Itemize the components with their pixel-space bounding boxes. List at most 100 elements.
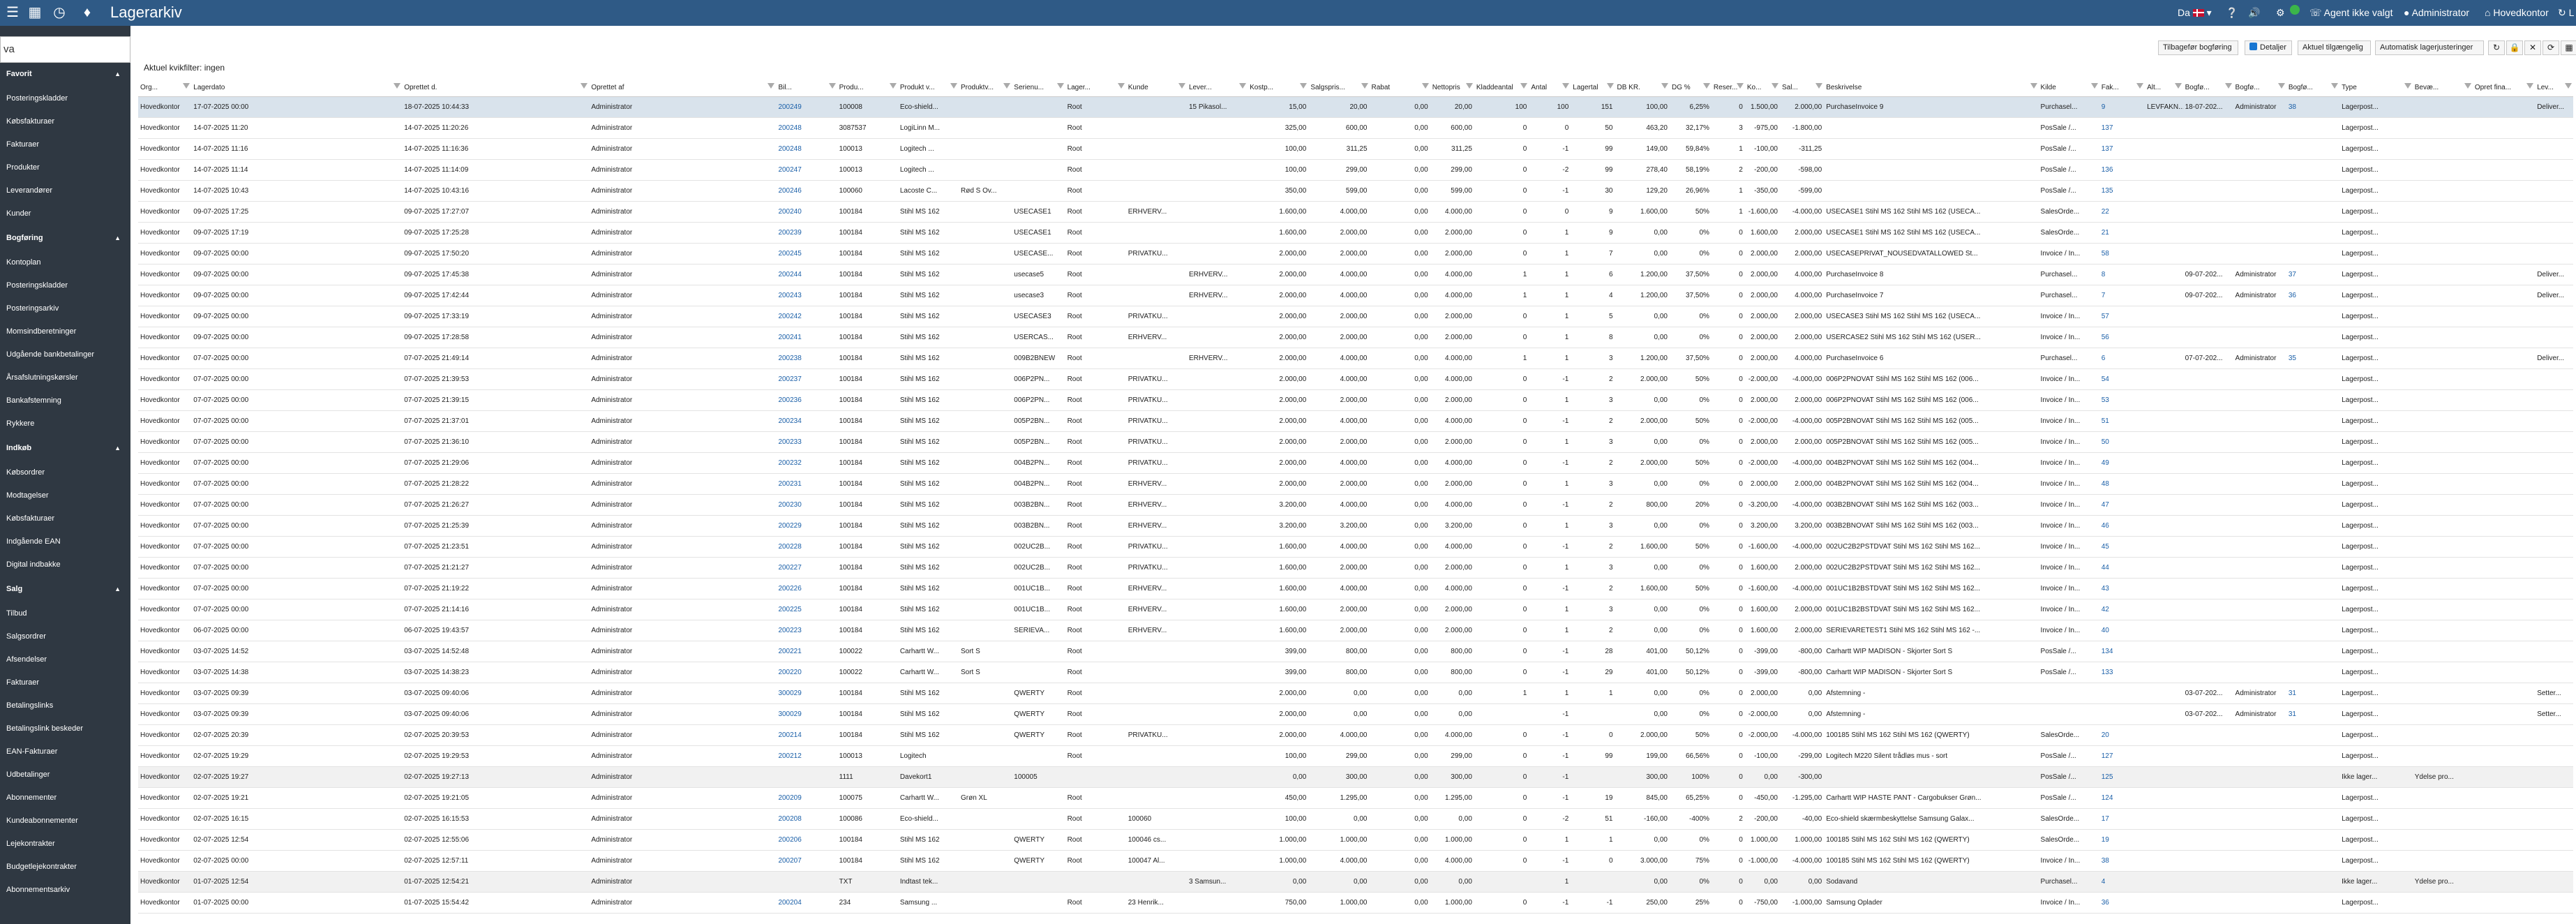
table-row[interactable]: Hovedkontor 09-07-2025 00:00 09-07-2025 17… <box>138 243 2573 264</box>
sidebar-item[interactable]: Abonnementer <box>6 793 57 802</box>
table-cell[interactable] <box>2286 243 2340 264</box>
table-cell[interactable]: 200243 <box>776 285 837 306</box>
language-select[interactable]: Da ▾ <box>2178 7 2212 18</box>
filter-icon[interactable] <box>1421 83 1429 89</box>
table-cell[interactable]: 200207 <box>776 850 837 872</box>
column-header[interactable]: Lagerdato <box>191 79 403 97</box>
available-toggle[interactable]: Aktuel tilgængelig <box>2298 40 2371 55</box>
sidebar-item[interactable]: Salgsordrer <box>6 632 46 641</box>
sidebar-item[interactable]: Kundeabonnementer <box>6 817 78 825</box>
filter-icon[interactable] <box>183 83 190 89</box>
table-cell[interactable]: 200209 <box>776 787 837 809</box>
settings-icon[interactable]: ⚙ <box>2276 7 2285 18</box>
sidebar-item[interactable]: Købsfakturaer <box>6 117 55 126</box>
table-cell[interactable]: 58 <box>2099 243 2146 264</box>
table-cell[interactable] <box>2286 159 2340 181</box>
sidebar-item[interactable]: Lejekontrakter <box>6 840 55 848</box>
table-cell[interactable]: 51 <box>2099 410 2146 432</box>
filter-icon[interactable] <box>1771 83 1779 89</box>
auto-adjust-button[interactable]: Automatisk lagerjusteringer <box>2375 40 2484 55</box>
sidebar-item[interactable]: Momsindberetninger <box>6 327 77 336</box>
filter-icon[interactable] <box>2526 83 2534 89</box>
table-cell[interactable]: 56 <box>2099 327 2146 348</box>
table-cell[interactable]: 200245 <box>776 243 837 264</box>
table-row[interactable]: Hovedkontor 09-07-2025 00:00 09-07-2025 17… <box>138 285 2573 306</box>
table-cell[interactable]: 4 <box>2099 871 2146 893</box>
column-header[interactable]: Oprettet d. <box>402 79 590 97</box>
table-cell[interactable]: 54 <box>2099 368 2146 390</box>
search-input[interactable]: va <box>0 36 130 63</box>
table-cell[interactable]: 133 <box>2099 662 2146 683</box>
sidebar-item[interactable]: Leverandører <box>6 186 53 195</box>
filter-icon[interactable] <box>2090 83 2098 89</box>
table-cell[interactable]: 35 <box>2286 348 2340 369</box>
table-cell[interactable]: 200249 <box>776 96 837 118</box>
table-cell[interactable]: 45 <box>2099 536 2146 558</box>
sidebar-item[interactable]: Afsendelser <box>6 655 47 664</box>
nav-section-header[interactable]: Bogføring ▲ <box>0 230 130 247</box>
filter-icon[interactable] <box>1361 83 1368 89</box>
column-header[interactable]: Org... <box>138 79 192 97</box>
table-cell[interactable]: 137 <box>2099 117 2146 139</box>
table-row[interactable]: Hovedkontor 02-07-2025 16:15 02-07-2025 16… <box>138 808 2573 830</box>
table-cell[interactable]: 200240 <box>776 201 837 223</box>
table-cell[interactable]: 300029 <box>776 703 837 725</box>
sound-icon[interactable]: 🔊 <box>2248 7 2261 18</box>
table-cell[interactable]: 40 <box>2099 620 2146 641</box>
sidebar-item[interactable]: Betalingslinks <box>6 701 54 710</box>
table-cell[interactable]: 137 <box>2099 138 2146 160</box>
sidebar-item[interactable]: Modtagelser <box>6 491 49 500</box>
table-cell[interactable] <box>2286 201 2340 223</box>
column-header[interactable]: Lagertal <box>1571 79 1615 97</box>
table-cell[interactable]: 200220 <box>776 662 837 683</box>
table-cell[interactable]: 200244 <box>776 264 837 285</box>
table-row[interactable]: Hovedkontor 07-07-2025 00:00 07-07-2025 21… <box>138 578 2573 599</box>
table-row[interactable]: Hovedkontor 01-07-2025 00:00 01-07-2025 15… <box>138 892 2573 914</box>
table-cell[interactable]: 36 <box>2286 285 2340 306</box>
table-row[interactable]: Hovedkontor 07-07-2025 00:00 07-07-2025 21… <box>138 410 2573 432</box>
table-cell[interactable] <box>2286 787 2340 809</box>
column-header[interactable]: Alt... <box>2145 79 2183 97</box>
table-row[interactable]: Hovedkontor 07-07-2025 00:00 07-07-2025 21… <box>138 452 2573 474</box>
filter-icon[interactable] <box>1003 83 1011 89</box>
filter-icon[interactable] <box>2224 83 2232 89</box>
column-header[interactable]: Kladdeantal <box>1474 79 1529 97</box>
close-icon[interactable]: ✕ <box>2524 40 2541 55</box>
sidebar-item[interactable]: Fakturaer <box>6 678 40 687</box>
table-row[interactable]: Hovedkontor 09-07-2025 00:00 09-07-2025 17… <box>138 264 2573 285</box>
column-header[interactable]: Oprettet af <box>589 79 777 97</box>
table-cell[interactable] <box>2286 662 2340 683</box>
sidebar-item[interactable]: Udbetalinger <box>6 770 50 779</box>
refresh-grid-icon[interactable]: ↻ <box>2488 40 2505 55</box>
table-cell[interactable] <box>2286 473 2340 495</box>
table-cell[interactable]: 6 <box>2099 348 2146 369</box>
table-cell[interactable]: 50 <box>2099 431 2146 453</box>
filter-icon[interactable] <box>394 83 401 89</box>
table-row[interactable]: Hovedkontor 09-07-2025 00:00 09-07-2025 17… <box>138 327 2573 348</box>
table-cell[interactable]: 200241 <box>776 327 837 348</box>
table-cell[interactable] <box>2286 641 2340 662</box>
table-cell[interactable]: 124 <box>2099 787 2146 809</box>
filter-icon[interactable] <box>1178 83 1185 89</box>
column-header[interactable]: Kilde <box>2038 79 2099 97</box>
user-menu[interactable]: ● Administrator <box>2404 7 2470 18</box>
filter-icon[interactable] <box>1606 83 1614 89</box>
column-header[interactable]: DG % <box>1669 79 1712 97</box>
table-row[interactable]: Hovedkontor 07-07-2025 00:00 07-07-2025 21… <box>138 348 2573 369</box>
table-cell[interactable]: 38 <box>2286 96 2340 118</box>
table-row[interactable]: Hovedkontor 07-07-2025 00:00 07-07-2025 21… <box>138 389 2573 411</box>
chevron-up-icon[interactable]: ▲ <box>114 70 121 77</box>
table-icon[interactable]: ▦ <box>28 5 42 20</box>
column-header[interactable]: Fak... <box>2099 79 2146 97</box>
table-cell[interactable]: 200238 <box>776 348 837 369</box>
filter-icon[interactable] <box>2030 83 2037 89</box>
table-row[interactable]: Hovedkontor 03-07-2025 09:39 03-07-2025 09… <box>138 703 2573 725</box>
table-cell[interactable]: 42 <box>2099 599 2146 620</box>
filter-icon[interactable] <box>1117 83 1125 89</box>
sidebar-item[interactable]: Rykkere <box>6 419 35 428</box>
table-cell[interactable] <box>2286 557 2340 579</box>
table-cell[interactable] <box>2286 745 2340 767</box>
table-cell[interactable] <box>2286 892 2340 914</box>
table-row[interactable]: Hovedkontor 09-07-2025 17:19 09-07-2025 17… <box>138 222 2573 244</box>
column-header[interactable]: Produkt v... <box>897 79 959 97</box>
